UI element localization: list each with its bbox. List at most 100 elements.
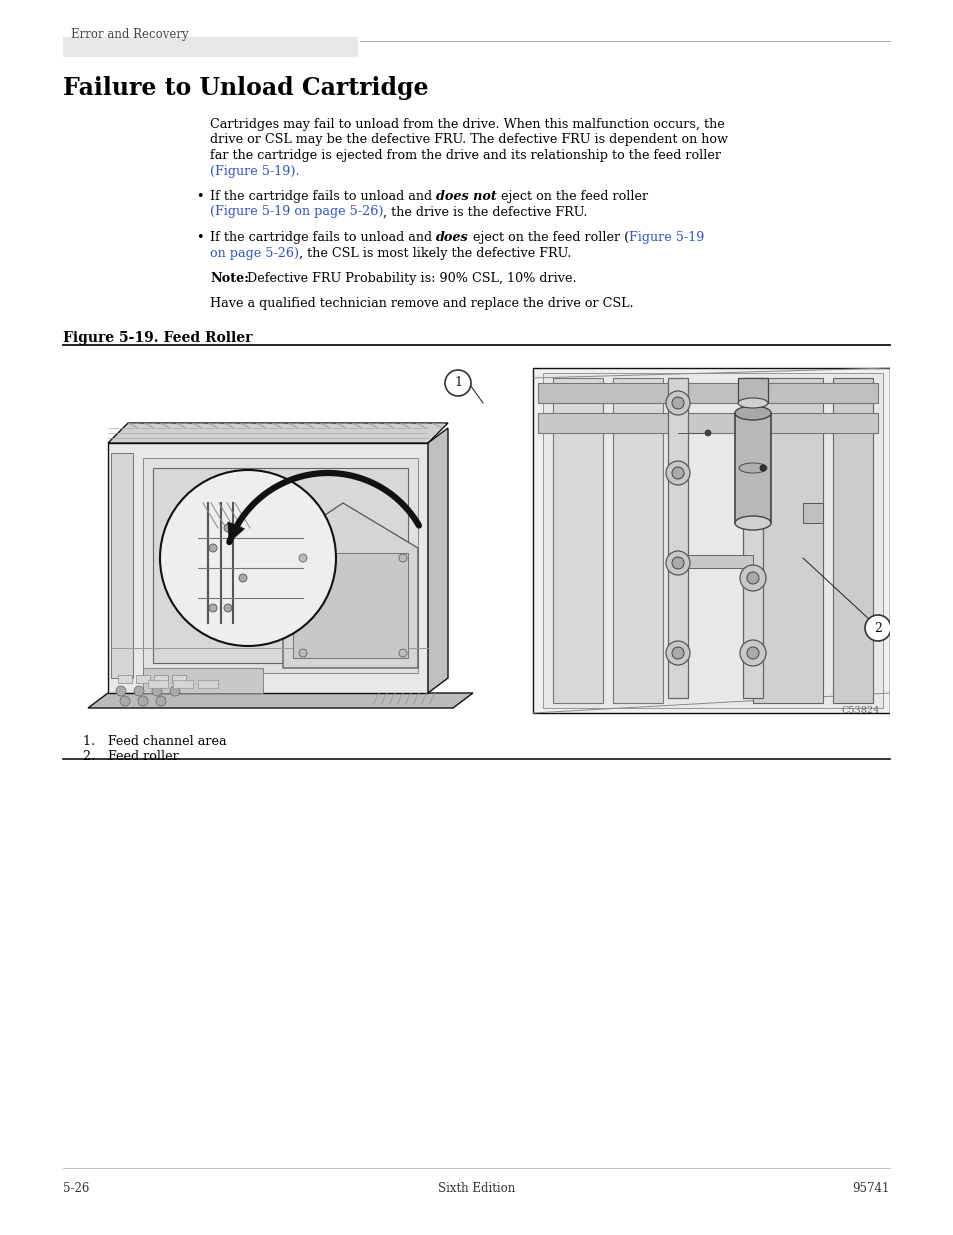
Circle shape [138,697,148,706]
Text: Sixth Edition: Sixth Edition [438,1182,515,1195]
Circle shape [671,396,683,409]
Text: If the cartridge fails to unload and: If the cartridge fails to unload and [210,231,436,245]
Circle shape [665,641,689,664]
Circle shape [209,543,216,552]
Circle shape [298,555,307,562]
Circle shape [116,685,126,697]
Circle shape [746,572,759,584]
Text: , the CSL is most likely the defective FRU.: , the CSL is most likely the defective F… [299,247,571,259]
Polygon shape [537,383,877,403]
Circle shape [665,391,689,415]
Text: Figure 5-19. Feed Roller: Figure 5-19. Feed Roller [63,331,253,345]
Text: drive or CSL may be the defective FRU. The defective FRU is dependent on how: drive or CSL may be the defective FRU. T… [210,133,727,147]
Circle shape [209,604,216,613]
Circle shape [704,430,710,436]
Polygon shape [88,693,473,708]
Polygon shape [143,668,263,693]
Text: C53824: C53824 [841,706,879,715]
Circle shape [239,574,247,582]
Text: Error and Recovery: Error and Recovery [71,28,189,41]
Circle shape [398,650,407,657]
Bar [198,680,218,688]
Text: Figure 5-19: Figure 5-19 [628,231,703,245]
Text: •: • [195,231,203,245]
Polygon shape [537,412,877,433]
Polygon shape [143,458,417,673]
Polygon shape [832,378,872,703]
Circle shape [170,685,180,697]
Circle shape [152,685,162,697]
Text: 2: 2 [873,621,881,635]
Text: does not: does not [436,190,497,203]
Text: 95741: 95741 [852,1182,889,1195]
Circle shape [120,697,130,706]
Polygon shape [533,368,889,713]
FancyBboxPatch shape [63,37,357,57]
Circle shape [740,640,765,666]
Polygon shape [111,453,132,678]
Polygon shape [108,443,428,693]
Bar [734,412,770,522]
Polygon shape [228,522,244,542]
Bar [738,378,767,403]
Bar [148,680,168,688]
Ellipse shape [734,516,770,530]
Circle shape [444,370,471,396]
Polygon shape [613,378,662,703]
Text: 1. Feed channel area: 1. Feed channel area [83,735,227,748]
Circle shape [160,471,335,646]
Text: (Figure 5-19 on page 5-26): (Figure 5-19 on page 5-26) [210,205,383,219]
Text: Cartridges may fail to unload from the drive. When this malfunction occurs, the: Cartridges may fail to unload from the d… [210,119,724,131]
Polygon shape [678,555,752,568]
Polygon shape [152,468,408,663]
Circle shape [665,461,689,485]
Ellipse shape [739,463,766,473]
Text: Have a qualified technician remove and replace the drive or CSL.: Have a qualified technician remove and r… [210,298,633,310]
Text: eject on the feed roller: eject on the feed roller [497,190,647,203]
Circle shape [298,650,307,657]
Circle shape [156,697,166,706]
Text: eject on the feed roller (: eject on the feed roller ( [468,231,628,245]
Polygon shape [293,553,408,658]
Text: does: does [436,231,468,245]
Ellipse shape [738,398,767,408]
Circle shape [398,555,407,562]
Circle shape [224,604,232,613]
Circle shape [740,564,765,592]
Text: If the cartridge fails to unload and: If the cartridge fails to unload and [210,190,436,203]
Text: on page 5-26): on page 5-26) [210,247,299,259]
Polygon shape [108,424,448,443]
Circle shape [746,647,759,659]
Text: Defective FRU Probability is: 90% CSL, 10% drive.: Defective FRU Probability is: 90% CSL, 1… [243,272,576,285]
Ellipse shape [734,406,770,420]
Polygon shape [428,429,448,693]
Circle shape [671,557,683,569]
Polygon shape [542,373,882,708]
Text: 1: 1 [454,377,461,389]
Text: Failure to Unload Cartridge: Failure to Unload Cartridge [63,77,428,100]
Text: 2. Feed roller: 2. Feed roller [83,751,178,763]
Polygon shape [553,378,602,703]
Bar [136,676,150,683]
Text: •: • [195,190,203,203]
Circle shape [133,685,144,697]
Circle shape [760,466,765,471]
Circle shape [671,467,683,479]
Polygon shape [752,378,822,703]
Circle shape [671,647,683,659]
Text: (Figure 5-19).: (Figure 5-19). [210,164,299,178]
Bar [172,680,193,688]
Circle shape [665,551,689,576]
Polygon shape [667,378,687,698]
Bar [118,676,132,683]
Text: far the cartridge is ejected from the drive and its relationship to the feed rol: far the cartridge is ejected from the dr… [210,149,720,162]
Bar [153,676,168,683]
Polygon shape [742,378,762,698]
Circle shape [864,615,890,641]
Circle shape [224,524,232,532]
Text: Note:: Note: [210,272,249,285]
Text: 5-26: 5-26 [63,1182,90,1195]
Text: , the drive is the defective FRU.: , the drive is the defective FRU. [383,205,587,219]
Polygon shape [802,503,822,522]
Bar [172,676,186,683]
